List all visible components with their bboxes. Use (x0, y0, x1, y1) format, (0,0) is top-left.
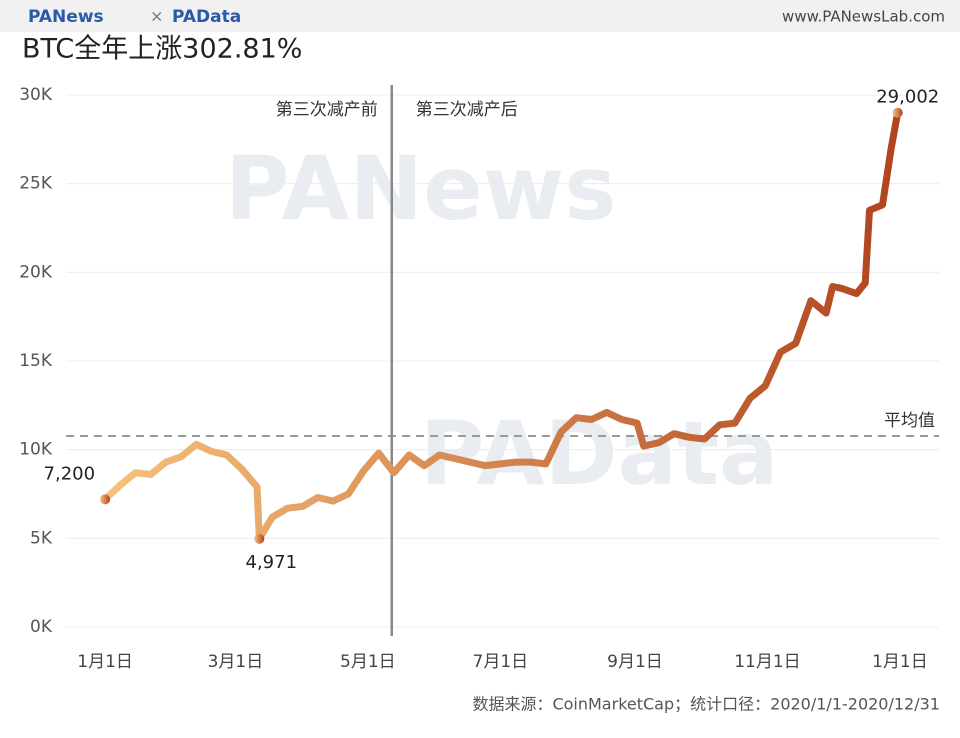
price-line (101, 109, 902, 543)
halving-after-label: 第三次减产后 (416, 100, 518, 120)
point (254, 533, 265, 544)
chart-title: BTC全年上涨302.81% (22, 34, 302, 65)
watermark: PANews (225, 137, 617, 240)
brand-left: PANews (28, 7, 104, 27)
y-tick-label: 10K (19, 440, 53, 460)
x-tick-label: 7月1日 (473, 652, 529, 672)
point (100, 494, 111, 505)
data-label: 7,200 (44, 463, 96, 484)
x-tick-label: 5月1日 (340, 652, 396, 672)
mean-label: 平均值 (884, 411, 935, 431)
brand-right: PAData (172, 7, 241, 27)
source-note: 数据来源：CoinMarketCap；统计口径：2020/1/1-2020/12… (472, 695, 940, 714)
header-bar (0, 0, 960, 32)
x-tick-label: 3月1日 (208, 652, 264, 672)
y-tick-label: 0K (30, 617, 53, 637)
x-tick-label: 1月1日 (77, 652, 133, 672)
y-tick-label: 20K (19, 262, 53, 282)
x-tick-label: 1月1日 (872, 652, 928, 672)
x-tick-label: 9月1日 (607, 652, 663, 672)
brand-separator: × (150, 7, 163, 26)
halving-before-label: 第三次减产前 (276, 100, 378, 120)
data-label: 29,002 (876, 87, 939, 108)
y-tick-label: 30K (19, 85, 53, 105)
data-label: 4,971 (246, 552, 298, 573)
y-tick-label: 15K (19, 351, 53, 371)
y-tick-label: 25K (19, 174, 53, 194)
x-tick-label: 11月1日 (734, 652, 800, 672)
website: www.PANewsLab.com (782, 8, 945, 26)
y-tick-label: 5K (30, 528, 53, 548)
point (892, 107, 903, 118)
